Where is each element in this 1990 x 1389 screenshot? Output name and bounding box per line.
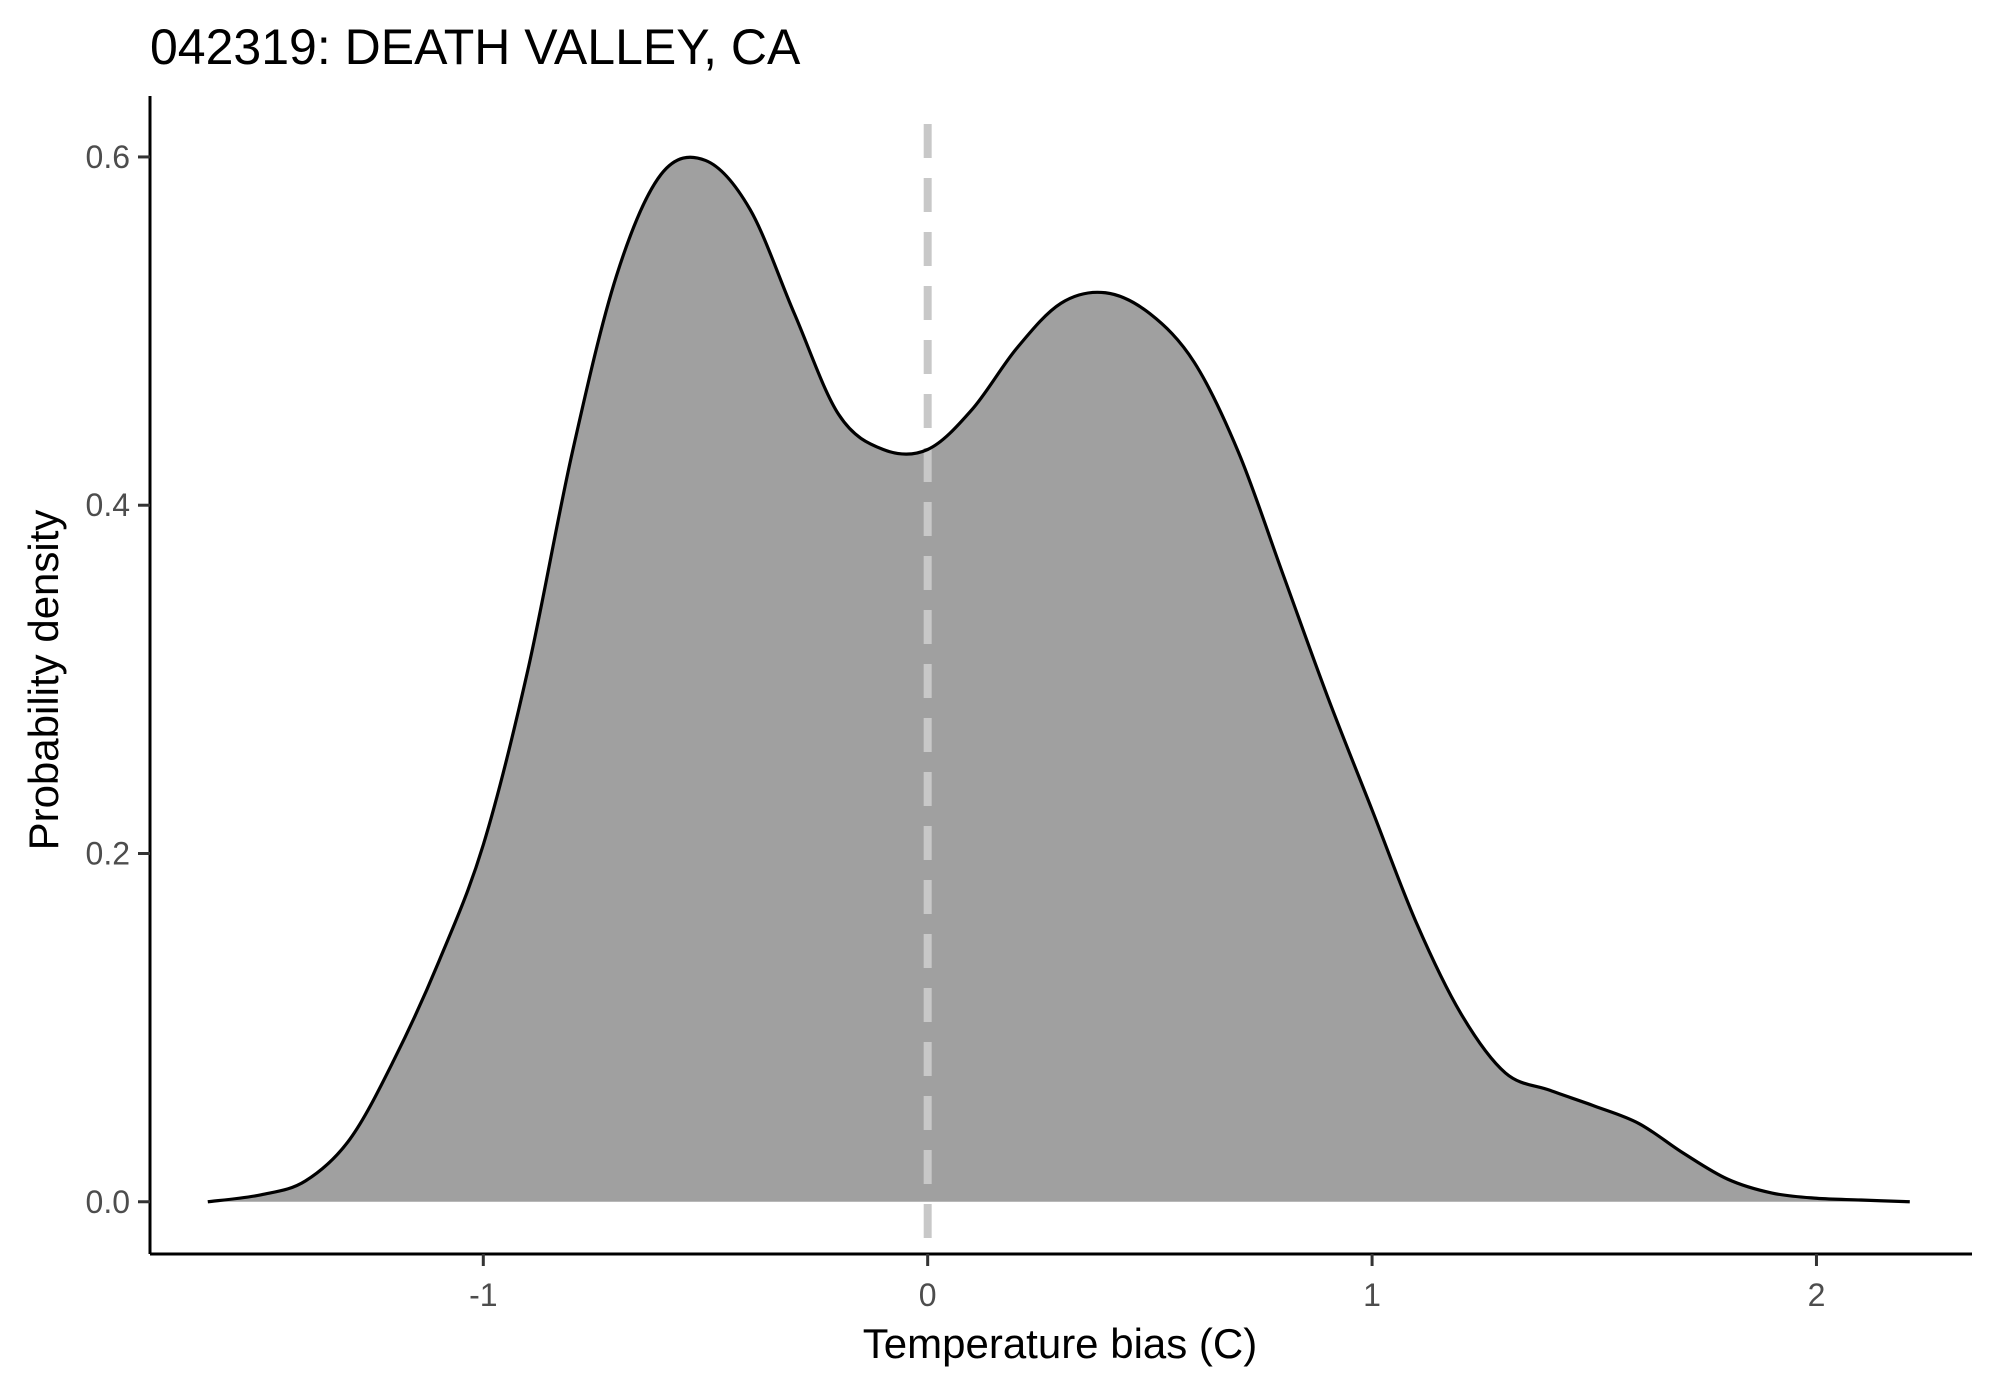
x-axis-label: Temperature bias (C) bbox=[863, 1320, 1257, 1367]
y-tick-label: 0.2 bbox=[86, 835, 130, 871]
y-tick-label: 0.6 bbox=[86, 139, 130, 175]
y-axis-label: Probability density bbox=[20, 510, 67, 851]
x-tick-label: 2 bbox=[1808, 1277, 1826, 1313]
density-area bbox=[207, 157, 1910, 1202]
plot-area bbox=[207, 124, 1910, 1254]
y-tick-label: 0.4 bbox=[86, 487, 130, 523]
y-tick-label: 0.0 bbox=[86, 1184, 130, 1220]
x-tick-label: 1 bbox=[1363, 1277, 1381, 1313]
y-axis: 0.0 0.2 0.4 0.6 bbox=[86, 96, 152, 1254]
chart-title: 042319: DEATH VALLEY, CA bbox=[150, 19, 801, 75]
x-axis: -1 0 1 2 bbox=[150, 1252, 1972, 1313]
density-curve bbox=[207, 155, 1910, 1204]
x-tick-label: 0 bbox=[919, 1277, 937, 1313]
x-tick-label: -1 bbox=[469, 1277, 497, 1313]
